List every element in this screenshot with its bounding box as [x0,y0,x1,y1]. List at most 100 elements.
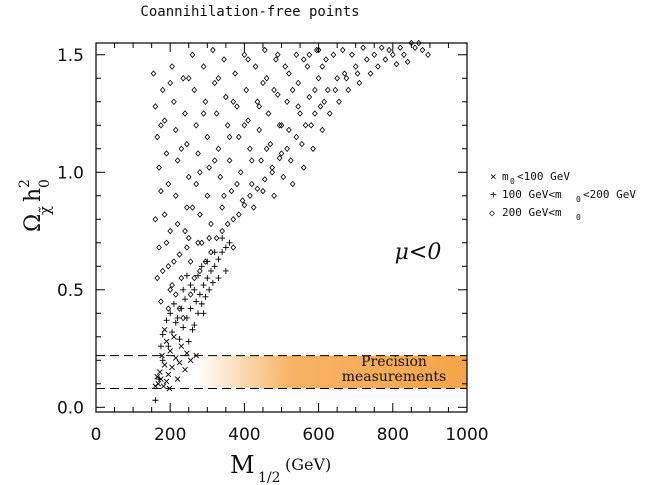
point-plus [211,249,218,256]
point-diamond [187,291,194,298]
point-plus [200,310,207,317]
point-diamond [226,157,233,164]
point-cross [187,357,194,364]
point-diamond [304,63,311,70]
point-diamond [293,51,300,58]
point-diamond [167,286,174,293]
legend-entry-m0-above-200: ◇ 200 GeV<m 0 [489,206,581,222]
point-diamond [221,192,227,199]
legend-sub-2: 0 [576,195,581,204]
point-diamond [341,70,348,77]
point-diamond [317,103,324,110]
point-diamond [286,70,292,77]
point-cross [167,348,174,354]
point-diamond [206,164,212,171]
point-cross [155,380,162,387]
point-diamond [204,133,211,141]
point-diamond [200,110,207,117]
point-diamond [152,216,159,223]
point-plus [198,300,205,307]
point-diamond [167,227,174,235]
x-axis-label-sub: 1/2 [258,470,281,485]
point-plus [226,239,233,246]
point-plus [167,310,174,317]
point-diamond [310,145,316,152]
point-diamond [321,98,327,105]
point-diamond [312,110,318,117]
point-plus [159,331,166,338]
point-plus [208,267,215,274]
point-diamond [191,86,198,94]
point-diamond [276,154,283,162]
point-diamond [154,274,161,282]
legend-marker-diamond: ◇ [489,208,495,219]
point-plus [152,397,159,404]
point-diamond [167,79,174,87]
point-diamond [236,133,242,141]
point-diamond [169,281,175,289]
point-cross [161,362,168,368]
point-diamond [325,86,331,94]
point-diamond [415,39,422,47]
point-diamond [263,145,270,152]
point-plus [204,275,211,282]
point-diamond [302,122,309,129]
point-diamond [200,63,207,70]
point-diamond [158,187,164,195]
point-diamond [174,220,181,228]
legend-sub-3: 0 [576,213,581,222]
point-diamond [256,126,263,134]
point-diamond [289,180,296,188]
point-cross [163,378,170,385]
point-plus [183,314,190,321]
point-plus [156,376,163,383]
x-tick-label: 400 [228,425,260,445]
points-layer [150,39,431,404]
point-diamond [211,157,218,164]
x-axis-label-main: M [230,451,255,479]
point-plus [163,317,170,324]
x-tick-labels: 0 200 400 600 800 1000 [91,425,489,445]
point-cross [160,383,167,389]
point-plus [196,291,203,298]
point-diamond [215,145,222,152]
point-plus [170,300,177,307]
point-plus [193,298,200,305]
point-diamond [187,258,194,265]
point-diamond [243,86,250,94]
point-diamond [297,110,303,117]
point-diamond [308,122,315,129]
point-diamond [219,204,225,211]
point-diamond [300,56,307,63]
point-diamond [171,258,177,265]
point-diamond [208,220,214,228]
point-diamond [185,234,192,242]
x-tick-label: 800 [377,425,409,445]
point-diamond [371,51,378,58]
y-tick-label: 1.0 [57,163,84,183]
point-diamond [226,133,233,141]
point-diamond [300,164,307,171]
point-diamond [228,187,235,195]
point-diamond [180,314,187,322]
point-diamond [287,157,294,164]
legend-entry-m0-100-200: + 100 GeV<m 0 <200 GeV [490,188,636,204]
x-tick-label: 200 [154,425,186,445]
point-diamond [156,164,162,171]
point-plus [174,314,181,321]
point-plus [185,338,192,345]
point-diamond [219,227,225,235]
point-diamond [284,98,290,105]
point-diamond [306,51,313,58]
point-diamond [306,93,313,101]
point-diamond [284,145,290,152]
point-diamond [375,63,381,70]
point-diamond [236,211,242,218]
point-diamond [206,234,212,242]
point-diamond [319,126,326,134]
point-diamond [248,157,255,164]
point-cross [193,352,199,359]
point-diamond [323,56,329,63]
point-diamond [258,157,264,164]
point-diamond [184,244,190,251]
